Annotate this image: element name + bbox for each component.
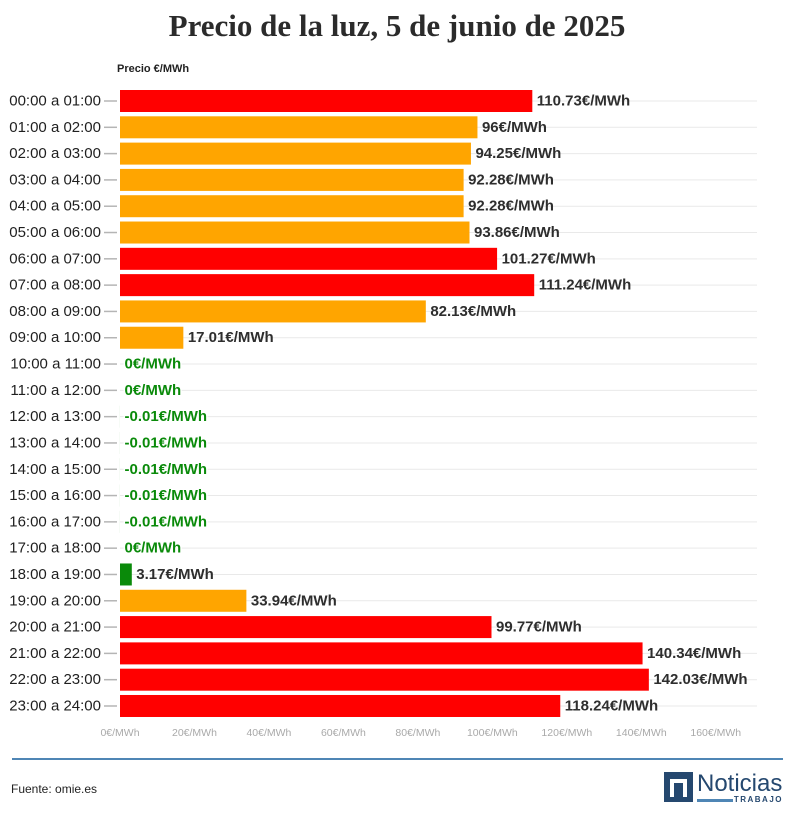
value-label-hour-02: 94.25€/MWh [475, 145, 561, 162]
source-note: Fuente: omie.es [11, 782, 98, 796]
value-label-hour-20: 99.77€/MWh [496, 619, 582, 636]
category-label-hour-09: 09:00 a 10:00 [9, 329, 101, 346]
category-label-hour-17: 17:00 a 18:00 [9, 540, 101, 557]
bar-hour-05 [120, 221, 470, 244]
bar-hour-22 [120, 668, 649, 691]
bar-hour-07 [120, 274, 535, 297]
category-label-hour-11: 11:00 a 12:00 [10, 382, 101, 399]
category-label-hour-07: 07:00 a 08:00 [9, 277, 101, 294]
logo-underline [697, 799, 733, 802]
category-label-hour-14: 14:00 a 15:00 [9, 461, 101, 478]
value-label-hour-19: 33.94€/MWh [251, 592, 337, 609]
bar-hour-20 [120, 616, 492, 639]
value-label-hour-13: -0.01€/MWh [125, 434, 208, 451]
category-label-hour-05: 05:00 a 06:00 [9, 224, 101, 241]
bar-hour-08 [120, 300, 426, 323]
category-label-hour-13: 13:00 a 14:00 [9, 434, 101, 451]
value-label-hour-07: 111.24€/MWh [539, 277, 632, 294]
value-label-hour-23: 118.24€/MWh [565, 697, 658, 714]
value-label-hour-21: 140.34€/MWh [647, 645, 741, 662]
value-label-hour-12: -0.01€/MWh [125, 408, 208, 425]
bars [119, 90, 649, 717]
value-label-hour-22: 142.03€/MWh [653, 671, 747, 688]
bar-hour-02 [120, 142, 471, 165]
noticias-trabajo-logo: Noticias TRABAJO [664, 771, 784, 804]
bar-hour-23 [120, 694, 561, 717]
value-label-hour-00: 110.73€/MWh [537, 93, 630, 110]
category-label-hour-01: 01:00 a 02:00 [9, 119, 101, 136]
category-label-hour-20: 20:00 a 21:00 [9, 619, 101, 636]
category-label-hour-19: 19:00 a 20:00 [9, 592, 101, 609]
category-label-hour-08: 08:00 a 09:00 [9, 303, 101, 320]
category-labels: 00:00 a 01:00 01:00 a 02:00 02:00 a 03:00 0… [9, 93, 101, 715]
value-labels: 110.73€/MWh 96€/MWh 94.25€/MWh 92.28€/MWh 92… [123, 93, 748, 715]
category-label-hour-21: 21:00 a 22:00 [9, 645, 101, 662]
category-label-hour-04: 04:00 a 05:00 [9, 198, 101, 215]
bar-hour-18 [120, 563, 132, 586]
bar-hour-09 [120, 326, 184, 349]
value-label-hour-06: 101.27€/MWh [502, 250, 596, 267]
chart-title: Precio de la luz, 5 de junio de 2025 [168, 8, 626, 43]
x-tick-label-140: 140€/MWh [616, 727, 667, 739]
category-label-hour-00: 00:00 a 01:00 [9, 93, 101, 110]
category-label-hour-02: 02:00 a 03:00 [9, 145, 101, 162]
x-tick-label-160: 160€/MWh [690, 727, 741, 739]
x-tick-label-100: 100€/MWh [467, 727, 518, 739]
value-label-hour-05: 93.86€/MWh [474, 224, 560, 241]
row-gridlines [120, 100, 757, 707]
x-axis: 0€/MWh 20€/MWh 40€/MWh 60€/MWh 80€/MWh 100€/M… [100, 727, 741, 739]
bar-hour-01 [120, 116, 478, 139]
bar-hour-19 [120, 589, 247, 612]
logo-n-icon-letter [670, 779, 687, 797]
value-label-hour-03: 92.28€/MWh [468, 171, 554, 188]
value-label-hour-09: 17.01€/MWh [188, 329, 274, 346]
value-label-hour-11: 0€/MWh [125, 382, 182, 399]
bar-hour-00 [120, 90, 533, 112]
value-label-hour-15: -0.01€/MWh [125, 487, 208, 504]
category-label-hour-03: 03:00 a 04:00 [9, 171, 101, 188]
value-axis-title: Precio €/MWh [117, 63, 190, 75]
logo-n-icon [664, 772, 693, 802]
footer-divider [12, 758, 783, 760]
value-label-hour-16: -0.01€/MWh [125, 513, 208, 530]
x-tick-label-20: 20€/MWh [172, 727, 217, 739]
logo-n-icon-background [664, 772, 693, 802]
category-label-hour-23: 23:00 a 24:00 [9, 697, 101, 714]
category-label-hour-06: 06:00 a 07:00 [9, 250, 101, 267]
x-tick-label-40: 40€/MWh [246, 727, 291, 739]
horizontal-bar-chart: 00:00 a 01:00 01:00 a 02:00 02:00 a 03:00 0… [9, 90, 757, 739]
category-label-hour-16: 16:00 a 17:00 [9, 513, 101, 530]
x-tick-label-60: 60€/MWh [321, 727, 366, 739]
bar-hour-04 [120, 195, 464, 218]
category-label-hour-15: 15:00 a 16:00 [9, 487, 101, 504]
category-label-hour-10: 10:00 a 11:00 [10, 356, 101, 373]
value-label-hour-10: 0€/MWh [125, 356, 182, 373]
x-tick-label-120: 120€/MWh [541, 727, 592, 739]
bar-hour-06 [120, 247, 498, 270]
row-ticks [104, 100, 117, 707]
value-label-hour-01: 96€/MWh [482, 119, 547, 136]
value-label-hour-18: 3.17€/MWh [136, 566, 214, 583]
bar-hour-03 [120, 168, 464, 191]
x-tick-label-0: 0€/MWh [100, 727, 139, 739]
value-label-hour-14: -0.01€/MWh [125, 461, 208, 478]
bar-hour-21 [120, 642, 643, 665]
category-label-hour-22: 22:00 a 23:00 [9, 671, 101, 688]
value-label-hour-08: 82.13€/MWh [430, 303, 516, 320]
category-label-hour-12: 12:00 a 13:00 [9, 408, 101, 425]
logo-tagline: TRABAJO [733, 795, 783, 804]
value-label-hour-04: 92.28€/MWh [468, 198, 554, 215]
logo-wordmark: Noticias [697, 770, 783, 797]
x-tick-label-80: 80€/MWh [395, 727, 440, 739]
value-label-hour-17: 0€/MWh [125, 540, 182, 557]
category-label-hour-18: 18:00 a 19:00 [9, 566, 101, 583]
